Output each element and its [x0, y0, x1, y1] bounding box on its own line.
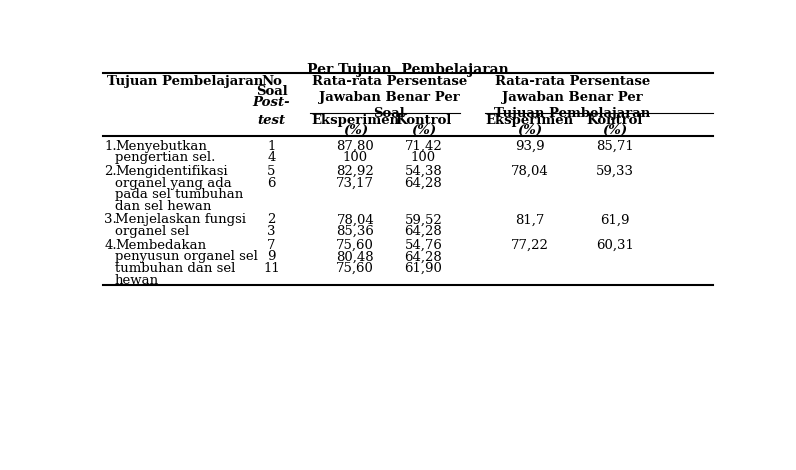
Text: Per Tujuan  Pembelajaran: Per Tujuan Pembelajaran [307, 63, 509, 77]
Text: 75,60: 75,60 [337, 239, 374, 252]
Text: Kontrol: Kontrol [587, 114, 643, 127]
Text: 2: 2 [267, 213, 275, 227]
Text: 75,60: 75,60 [337, 262, 374, 275]
Text: 61,9: 61,9 [600, 213, 630, 227]
Text: 81,7: 81,7 [515, 213, 544, 227]
Text: 78,04: 78,04 [511, 165, 548, 178]
Text: 6: 6 [267, 177, 275, 189]
Text: 64,28: 64,28 [404, 251, 443, 264]
Text: 85,36: 85,36 [337, 225, 374, 238]
Text: 71,42: 71,42 [404, 140, 443, 153]
Text: 1: 1 [267, 140, 275, 153]
Text: 82,92: 82,92 [337, 165, 374, 178]
Text: 3.: 3. [104, 213, 117, 227]
Text: 78,04: 78,04 [337, 213, 374, 227]
Text: Kontrol: Kontrol [396, 114, 451, 127]
Text: Rata-rata Persentase
Jawaban Benar Per
Tujuan Pembelajaran: Rata-rata Persentase Jawaban Benar Per T… [494, 75, 650, 120]
Text: 11: 11 [263, 262, 280, 275]
Text: (%): (%) [343, 124, 368, 137]
Text: Rata-rata Persentase
Jawaban Benar Per
Soal: Rata-rata Persentase Jawaban Benar Per S… [312, 75, 467, 120]
Text: Membedakan: Membedakan [115, 239, 206, 252]
Text: penyusun organel sel: penyusun organel sel [115, 251, 258, 264]
Text: Soal: Soal [256, 85, 287, 98]
Text: 80,48: 80,48 [337, 251, 374, 264]
Text: Eksperimen: Eksperimen [486, 114, 574, 127]
Text: dan sel hewan: dan sel hewan [115, 200, 212, 212]
Text: tumbuhan dan sel: tumbuhan dan sel [115, 262, 236, 275]
Text: 60,31: 60,31 [596, 239, 634, 252]
Text: 73,17: 73,17 [336, 177, 374, 189]
Text: 3: 3 [267, 225, 275, 238]
Text: 54,38: 54,38 [404, 165, 443, 178]
Text: Tujuan Pembelajaran: Tujuan Pembelajaran [107, 75, 263, 88]
Text: 2.: 2. [104, 165, 117, 178]
Text: organel sel: organel sel [115, 225, 189, 238]
Text: 1.: 1. [104, 140, 117, 153]
Text: 100: 100 [343, 151, 368, 164]
Text: pada sel tumbuhan: pada sel tumbuhan [115, 188, 244, 201]
Text: organel yang ada: organel yang ada [115, 177, 232, 189]
Text: Menyebutkan: Menyebutkan [115, 140, 207, 153]
Text: Post-: Post- [253, 96, 291, 109]
Text: 100: 100 [411, 151, 436, 164]
Text: (%): (%) [603, 124, 627, 137]
Text: 5: 5 [267, 165, 275, 178]
Text: 4: 4 [267, 151, 275, 164]
Text: 77,22: 77,22 [511, 239, 548, 252]
Text: 59,52: 59,52 [404, 213, 443, 227]
Text: pengertian sel.: pengertian sel. [115, 151, 216, 164]
Text: 9: 9 [267, 251, 275, 264]
Text: Menjelaskan fungsi: Menjelaskan fungsi [115, 213, 246, 227]
Text: 87,80: 87,80 [337, 140, 374, 153]
Text: (%): (%) [517, 124, 542, 137]
Text: 85,71: 85,71 [596, 140, 634, 153]
Text: 93,9: 93,9 [515, 140, 544, 153]
Text: (%): (%) [411, 124, 436, 137]
Text: test: test [257, 114, 286, 127]
Text: 7: 7 [267, 239, 275, 252]
Text: 59,33: 59,33 [596, 165, 634, 178]
Text: 64,28: 64,28 [404, 225, 443, 238]
Text: Mengidentifikasi: Mengidentifikasi [115, 165, 228, 178]
Text: hewan: hewan [115, 274, 159, 287]
Text: Eksperimen: Eksperimen [311, 114, 400, 127]
Text: No: No [261, 75, 282, 88]
Text: 64,28: 64,28 [404, 177, 443, 189]
Text: 61,90: 61,90 [404, 262, 443, 275]
Text: 54,76: 54,76 [404, 239, 443, 252]
Text: 4.: 4. [104, 239, 117, 252]
